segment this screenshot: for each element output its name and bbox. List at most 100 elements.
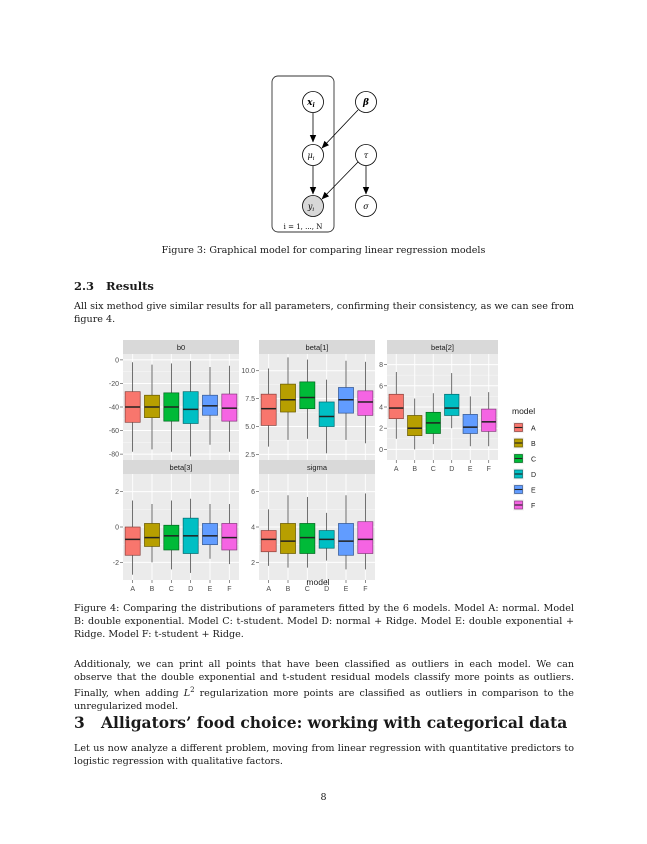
y-tick-label: -2: [113, 560, 119, 567]
y-tick-label: 6: [251, 489, 255, 496]
node-y-sub: i: [312, 207, 314, 213]
box-C: [299, 381, 316, 410]
y-tick-label: -60: [109, 428, 119, 435]
box-A: [388, 393, 404, 420]
x-tick-label: E: [208, 586, 213, 593]
legend-label-D: D: [531, 472, 536, 479]
x-tick-label: B: [150, 586, 155, 593]
outliers-paragraph: Additionaly, we can print all points tha…: [74, 658, 574, 713]
panel-title: sigma: [307, 463, 328, 472]
box-A: [260, 393, 277, 426]
panel-title: b0: [177, 343, 185, 352]
box-E: [462, 414, 478, 434]
panel-background: [259, 354, 375, 460]
x-tick-label: B: [286, 586, 291, 593]
y-tick-label: 2: [379, 426, 383, 433]
section-3-title: Alligators’ food choice: working with ca…: [101, 713, 568, 732]
panel-strip: [123, 460, 239, 474]
legend: model A B C D E F: [512, 406, 536, 511]
x-tick-label: E: [468, 466, 473, 473]
box-F: [221, 523, 238, 551]
panel-strip: [259, 340, 375, 354]
svg-text:xi: xi: [306, 98, 315, 109]
math-L: L: [183, 688, 191, 700]
y-tick-label: 4: [379, 405, 383, 412]
edge-tau-y: [321, 161, 359, 200]
section-heading-3: 3 Alligators’ food choice: working with …: [74, 713, 567, 732]
box-D: [444, 393, 460, 416]
node-sigma-label: σ: [363, 202, 369, 211]
x-tick-label: F: [487, 466, 491, 473]
node-mu: [302, 144, 324, 166]
y-tick-label: 0: [115, 525, 119, 532]
legend-label-B: B: [531, 441, 536, 448]
y-tick-label: -20: [109, 381, 119, 388]
node-tau: [355, 144, 377, 166]
node-y-observed: [302, 195, 324, 217]
y-tick-label: 2: [251, 560, 255, 567]
legend-title: model: [512, 406, 535, 416]
y-tick-label: 0: [379, 447, 383, 454]
box-A: [260, 530, 277, 553]
x-axis-title: model: [306, 577, 329, 587]
y-tick-label: 6: [379, 383, 383, 390]
node-beta: [355, 91, 377, 113]
node-mu-label: μ: [308, 151, 313, 160]
y-tick-label: 2.5: [245, 452, 255, 459]
box-A: [124, 526, 141, 556]
panel-sigma: sigma 6 4 2 A B C D E F: [251, 460, 375, 593]
section-3-number: 3: [74, 713, 85, 732]
box-B: [280, 523, 296, 554]
panel-title: beta[1]: [306, 343, 329, 352]
section-number: 2.3: [74, 279, 95, 293]
x-tick-label: C: [305, 586, 310, 593]
section-3-paragraph: Let us now analyze a different problem, …: [74, 743, 574, 767]
node-x: [302, 91, 324, 113]
node-x-sub: i: [313, 102, 316, 109]
box-D: [318, 401, 335, 427]
box-D: [182, 391, 199, 424]
y-tick-label: 2: [115, 489, 119, 496]
figure3-caption: Figure 3: Graphical model for comparing …: [161, 245, 486, 256]
box-E: [202, 523, 218, 546]
y-tick-label: 0: [115, 357, 119, 364]
box-B: [144, 523, 160, 547]
graphical-model: xi β μi τ yi σ i = 1, ..., N: [271, 75, 377, 233]
box-B: [280, 383, 296, 413]
x-tick-label: A: [130, 586, 135, 593]
y-tick-label: -80: [109, 452, 119, 459]
edge-beta-mu: [321, 109, 359, 149]
y-tick-label: 10.0: [241, 368, 255, 375]
panel-strip: [259, 460, 375, 474]
node-mu-sub: i: [313, 156, 315, 162]
x-tick-label: B: [412, 466, 417, 473]
y-tick-label: 8: [379, 362, 383, 369]
node-x-label: x: [306, 98, 313, 108]
panel-strip: [387, 340, 498, 354]
plate: [271, 75, 335, 233]
svg-text:μi: μi: [308, 151, 315, 162]
x-tick-label: A: [394, 466, 399, 473]
x-tick-label: F: [363, 586, 367, 593]
box-C: [163, 524, 180, 551]
node-tau-label: τ: [364, 151, 369, 160]
legend-label-A: A: [531, 426, 536, 433]
svg-text:yi: yi: [307, 202, 315, 213]
section-heading-2-3: 2.3 Results: [74, 279, 154, 293]
x-tick-label: D: [449, 466, 454, 473]
x-tick-label: D: [324, 586, 329, 593]
panel-beta[1]: beta[1]10.07.55.02.5ABCDEF: [241, 340, 375, 473]
box-E: [338, 523, 354, 556]
box-C: [299, 523, 316, 554]
legend-label-E: E: [531, 488, 536, 495]
section-2-3-paragraph: All six method give similar results for …: [74, 301, 574, 325]
plate-label: i = 1, ..., N: [284, 223, 323, 231]
page-number: 8: [320, 792, 327, 803]
node-beta-label: β: [362, 98, 369, 108]
x-tick-label: C: [431, 466, 436, 473]
y-tick-label: -40: [109, 405, 119, 412]
node-sigma: [355, 195, 377, 217]
figure4-caption: Figure 4: Comparing the distributions of…: [74, 603, 574, 640]
x-tick-label: E: [344, 586, 349, 593]
box-F: [357, 390, 374, 416]
